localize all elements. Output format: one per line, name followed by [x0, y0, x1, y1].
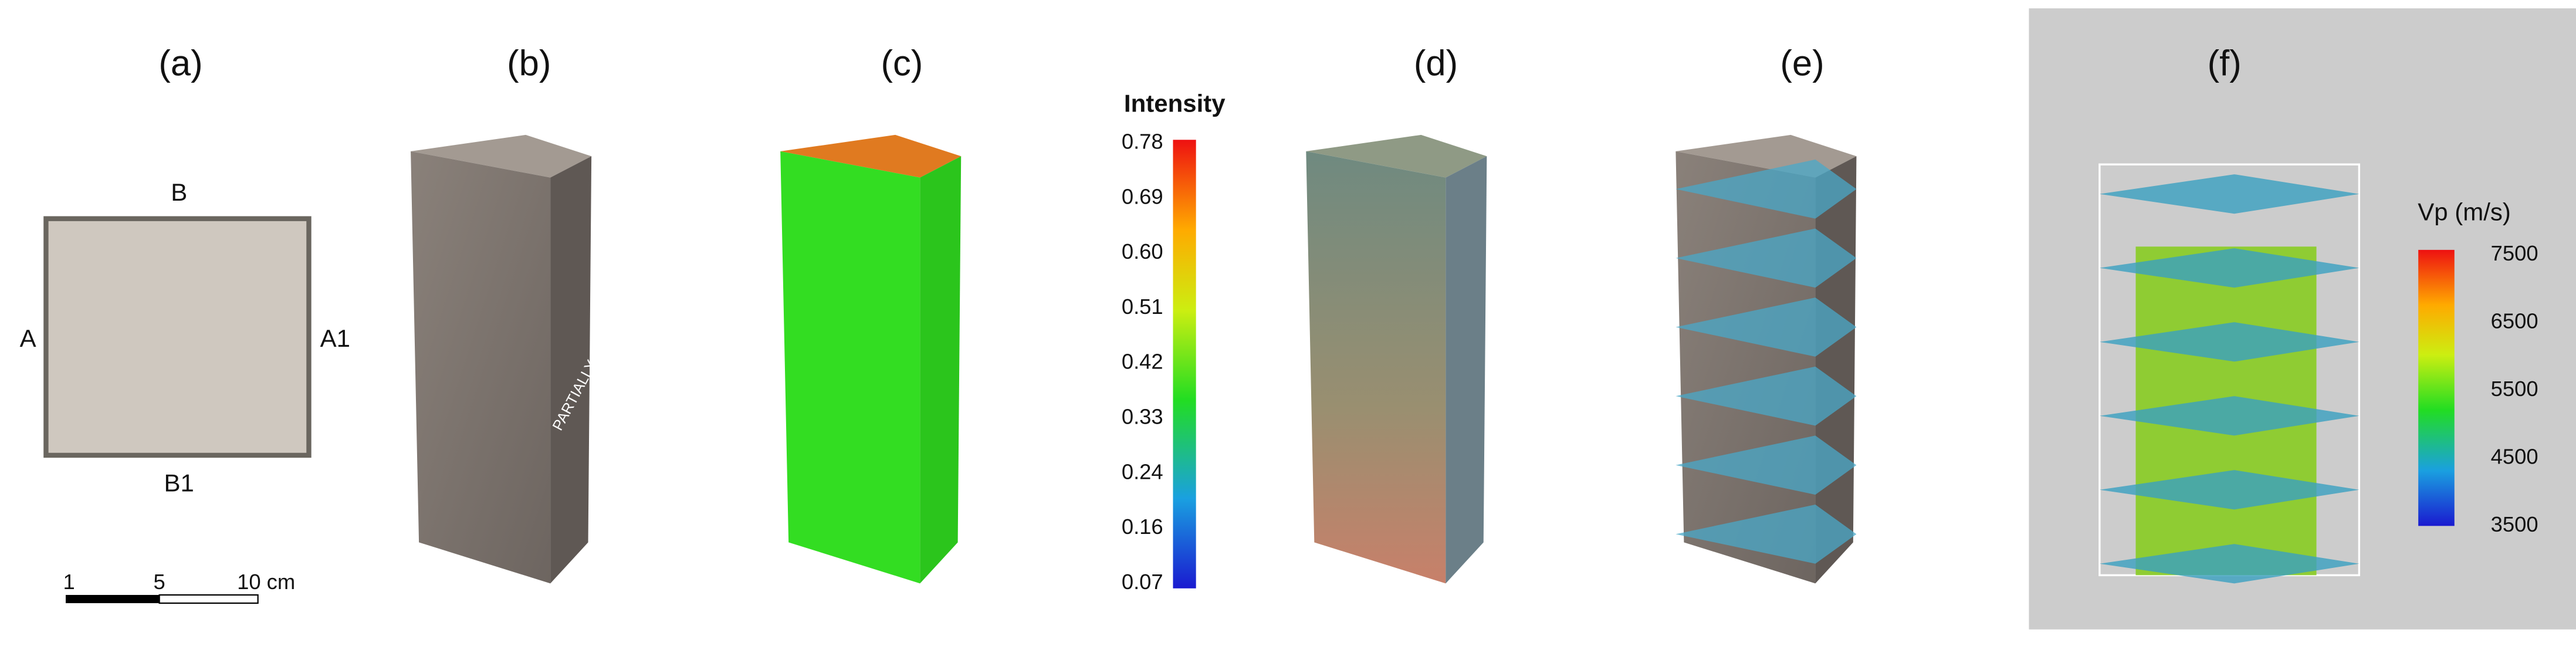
- text-scale_bar-2: 10 cm: [237, 570, 295, 594]
- text-4-label: (e): [1780, 43, 1824, 84]
- slice-plane: [1675, 504, 1857, 564]
- text-ticks-0: 0.78: [1122, 129, 1163, 153]
- block-left-face: [1306, 151, 1446, 584]
- text-1-label: (b): [507, 43, 551, 84]
- vp-colorbar: [2418, 249, 2455, 526]
- vp-slice-plane: [2099, 248, 2360, 288]
- vp-slice-plane: [2099, 174, 2360, 214]
- block-left-face: [411, 151, 551, 584]
- text-annotations-2: A1: [320, 324, 350, 352]
- block-right-face: [920, 156, 962, 584]
- text-5-label: (f): [2208, 43, 2242, 84]
- block-top: [780, 134, 962, 178]
- scale-bar-white: [158, 594, 259, 604]
- block-top: [411, 134, 592, 178]
- text-scale_bar-0: 1: [63, 570, 75, 594]
- text-2-label: (c): [881, 43, 923, 84]
- slice-plane: [1675, 228, 1857, 288]
- block-top: [1306, 134, 1487, 178]
- text-0-label: (a): [158, 43, 202, 84]
- vp-slice-plane: [2099, 396, 2360, 436]
- intensity-colorbar: [1173, 140, 1196, 588]
- text-ticks-1: 6500: [2491, 309, 2538, 333]
- text-ticks-2: 5500: [2491, 377, 2538, 401]
- text-ticks-0: 7500: [2491, 241, 2538, 265]
- slice-plane: [1675, 159, 1857, 219]
- text-ticks-1: 0.69: [1122, 184, 1163, 208]
- vp-slice-plane: [2099, 470, 2360, 510]
- text-annotations-0: B: [171, 178, 187, 206]
- slice-plane: [1675, 366, 1857, 426]
- text-annotations-1: A: [20, 324, 36, 352]
- text-scale_bar-1: 5: [154, 570, 165, 594]
- stone-slice: [43, 216, 312, 458]
- text-ticks-4: 0.42: [1122, 350, 1163, 374]
- text-ticks-8: 0.07: [1122, 570, 1163, 594]
- text-intensity_colorbar-title: Intensity: [1124, 90, 1226, 117]
- text-ticks-3: 0.51: [1122, 295, 1163, 319]
- text-3-label: (d): [1414, 43, 1458, 84]
- text-ticks-5: 0.33: [1122, 405, 1163, 429]
- block-right-face: [550, 156, 592, 584]
- text-ticks-4: 3500: [2491, 512, 2538, 536]
- text-vp_colorbar-title: Vp (m/s): [2418, 198, 2511, 225]
- text-ticks-6: 0.24: [1122, 459, 1163, 483]
- vp-slice-plane: [2099, 322, 2360, 362]
- block-right-face: [1446, 156, 1487, 584]
- text-ticks-2: 0.60: [1122, 239, 1163, 263]
- slice-plane: [1675, 297, 1857, 357]
- slice-plane: [1675, 435, 1857, 495]
- vp-slice-plane: [2099, 544, 2360, 584]
- scale-bar-black: [66, 594, 160, 603]
- text-annotations-3: B1: [164, 469, 194, 496]
- text-ticks-3: 4500: [2491, 444, 2538, 468]
- block-left-face: [780, 151, 920, 584]
- text-ticks-7: 0.16: [1122, 515, 1163, 539]
